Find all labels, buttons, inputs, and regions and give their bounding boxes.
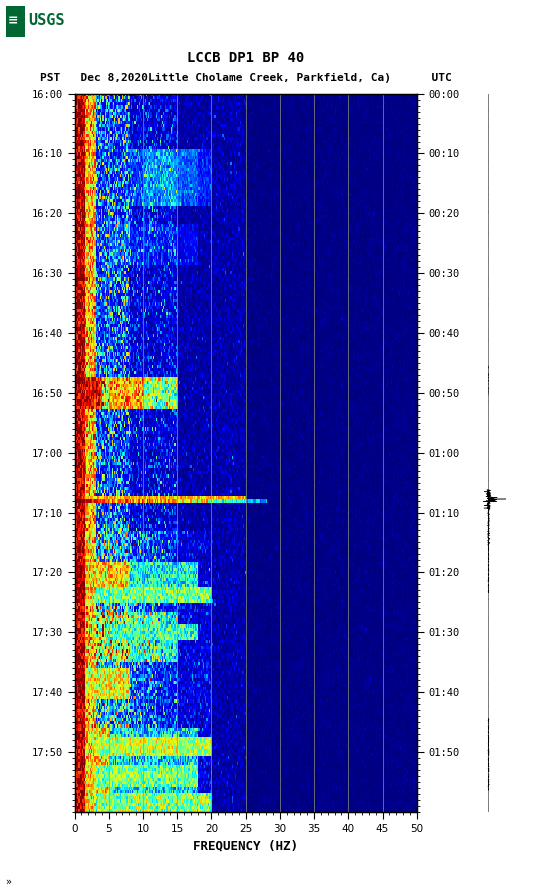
Text: LCCB DP1 BP 40: LCCB DP1 BP 40 bbox=[187, 51, 304, 65]
Text: USGS: USGS bbox=[29, 13, 65, 28]
X-axis label: FREQUENCY (HZ): FREQUENCY (HZ) bbox=[193, 839, 298, 852]
Text: »: » bbox=[6, 877, 12, 887]
Text: ≡: ≡ bbox=[7, 14, 18, 27]
Bar bbox=[6, 6, 25, 37]
Text: PST   Dec 8,2020Little Cholame Creek, Parkfield, Ca)      UTC: PST Dec 8,2020Little Cholame Creek, Park… bbox=[40, 72, 452, 83]
